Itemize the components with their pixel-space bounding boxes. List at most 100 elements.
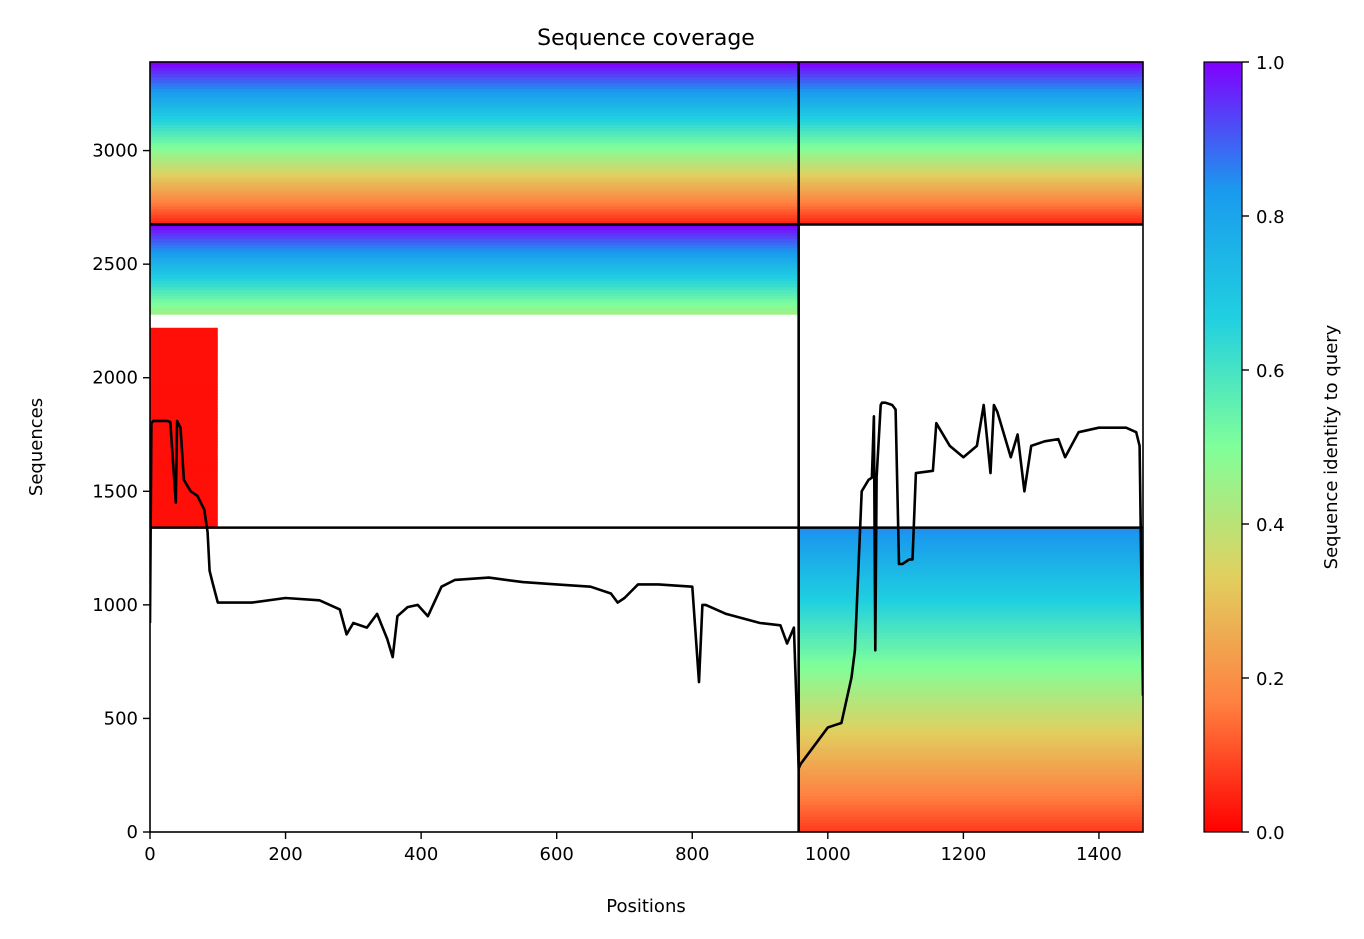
heatmap-band	[150, 131, 799, 135]
heatmap-band	[150, 197, 799, 201]
heatmap-band	[150, 482, 218, 487]
heatmap-band	[150, 77, 799, 81]
heatmap-band	[150, 411, 218, 415]
heatmap-band	[798, 575, 1143, 580]
heatmap-band	[798, 684, 1143, 688]
heatmap-band	[798, 167, 1143, 171]
heatmap-band	[150, 71, 799, 75]
heatmap-band	[798, 756, 1143, 761]
heatmap-band	[150, 417, 218, 421]
colorbar-tick-label: 0.4	[1256, 515, 1285, 536]
heatmap-band	[798, 158, 1143, 162]
heatmap-band	[798, 630, 1143, 634]
heatmap-band	[150, 357, 218, 362]
heatmap-band	[798, 605, 1143, 610]
heatmap-band	[150, 375, 218, 380]
heatmap-band	[150, 98, 799, 102]
heatmap-band	[798, 101, 1143, 105]
colorbar-tick-label: 0.6	[1256, 361, 1285, 382]
heatmap-band	[798, 185, 1143, 189]
heatmap-band	[798, 128, 1143, 132]
heatmap-band	[798, 209, 1143, 213]
heatmap-band	[798, 146, 1143, 150]
heatmap-band	[798, 530, 1143, 535]
heatmap-band	[798, 777, 1143, 782]
heatmap-band	[150, 233, 799, 237]
heatmap-band	[150, 95, 799, 99]
coverage-heatmap	[150, 62, 1143, 832]
heatmap-band	[798, 765, 1143, 770]
heatmap-band	[798, 648, 1143, 652]
heatmap-band	[150, 248, 799, 252]
heatmap-band	[798, 176, 1143, 180]
heatmap-band	[798, 131, 1143, 135]
heatmap-band	[150, 444, 218, 448]
heatmap-band	[150, 509, 218, 514]
heatmap-band	[798, 807, 1143, 812]
heatmap-band	[150, 342, 218, 347]
heatmap-band	[798, 107, 1143, 111]
heatmap-band	[150, 92, 799, 96]
heatmap-band	[150, 500, 218, 505]
heatmap-band	[798, 795, 1143, 800]
heatmap-band	[798, 666, 1143, 670]
heatmap-band	[798, 602, 1143, 607]
heatmap-band	[798, 203, 1143, 207]
heatmap-band	[798, 813, 1143, 818]
heatmap-band	[798, 122, 1143, 126]
heatmap-band	[150, 152, 799, 156]
heatmap-band	[150, 518, 218, 523]
x-tick-label: 1400	[1076, 844, 1122, 865]
heatmap-band	[150, 345, 218, 350]
heatmap-band	[150, 74, 799, 78]
heatmap-band	[798, 599, 1143, 604]
x-axis-label: Positions	[606, 896, 685, 917]
heatmap-band	[150, 363, 218, 368]
heatmap-band	[798, 554, 1143, 559]
heatmap-band	[798, 651, 1143, 655]
heatmap-band	[798, 71, 1143, 75]
heatmap-band	[150, 299, 799, 303]
heatmap-band	[150, 68, 799, 72]
heatmap-band	[150, 429, 218, 433]
heatmap-band	[150, 296, 799, 300]
heatmap-band	[798, 681, 1143, 685]
heatmap-band	[798, 542, 1143, 547]
coverage-line	[150, 401, 1143, 770]
heatmap-band	[798, 161, 1143, 165]
heatmap-band	[798, 608, 1143, 613]
heatmap-band	[798, 545, 1143, 550]
colorbar-tick-label: 0.0	[1256, 823, 1285, 844]
heatmap-band	[798, 816, 1143, 821]
heatmap-band	[798, 627, 1143, 631]
heatmap-band	[798, 113, 1143, 117]
heatmap-band	[150, 89, 799, 93]
heatmap-band	[150, 441, 218, 445]
heatmap-band	[798, 759, 1143, 764]
x-axis: 0 200 400 600 800 1000 1200 1400	[144, 832, 1122, 865]
heatmap-band	[150, 239, 799, 243]
heatmap-band	[798, 98, 1143, 102]
heatmap-band	[798, 533, 1143, 538]
heatmap-band	[798, 639, 1143, 643]
heatmap-band	[798, 527, 1143, 532]
heatmap-band	[150, 408, 218, 412]
heatmap-band	[798, 738, 1143, 743]
x-tick-label: 600	[540, 844, 574, 865]
heatmap-band	[798, 179, 1143, 183]
colorbar-tick-label: 0.8	[1256, 207, 1285, 228]
heatmap-band	[150, 224, 799, 228]
heatmap-band	[150, 245, 799, 249]
heatmap-band	[798, 678, 1143, 682]
heatmap-band	[150, 287, 799, 291]
heatmap-band	[150, 65, 799, 69]
heatmap-band	[150, 494, 218, 499]
heatmap-band	[150, 305, 799, 309]
heatmap-band	[150, 414, 218, 418]
heatmap-band	[150, 122, 799, 126]
heatmap-band	[150, 185, 799, 189]
heatmap-band	[798, 702, 1143, 707]
heatmap-band	[150, 212, 799, 216]
heatmap-band	[798, 539, 1143, 544]
heatmap-band	[150, 80, 799, 84]
